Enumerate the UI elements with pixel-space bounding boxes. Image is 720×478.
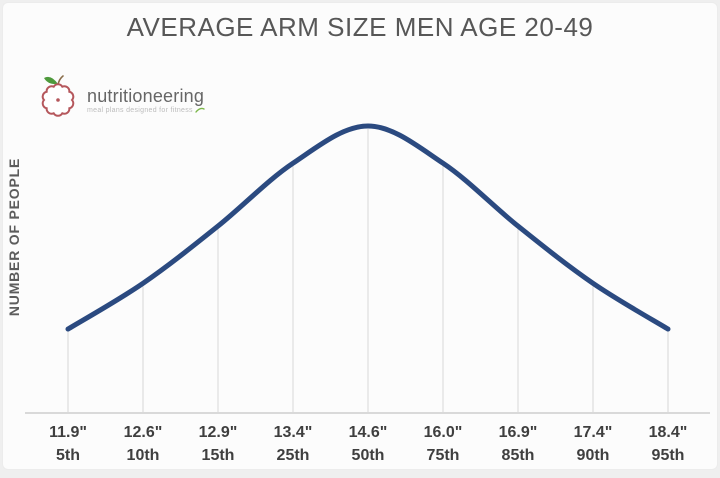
chart-title: AVERAGE ARM SIZE MEN AGE 20-49	[126, 12, 594, 42]
logo-name: nutritioneering	[87, 85, 205, 106]
logo-tagline: meal plans designed for fitness	[87, 106, 205, 114]
logo-swoosh-icon	[195, 107, 205, 113]
apple-logo-icon	[38, 72, 78, 127]
chart-card	[2, 2, 718, 470]
bell-curve	[65, 123, 671, 332]
nutritioneering-logo: nutritioneering meal plans designed for …	[38, 72, 205, 127]
